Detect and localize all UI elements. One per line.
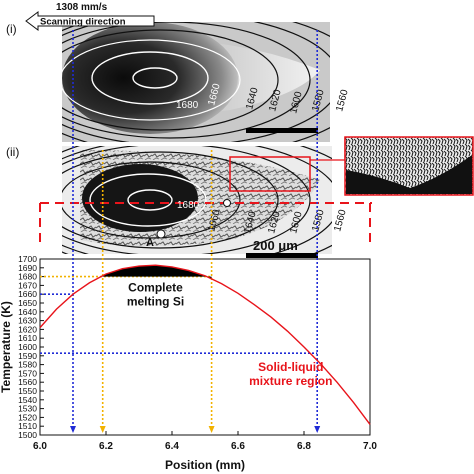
point-marker-2 <box>223 199 231 207</box>
panel-ii: A 1680 1660 1640 1620 1600 1580 1560 200… <box>6 136 474 258</box>
panel-ii-scale-bar <box>246 253 318 258</box>
y-tick-label: 1540 <box>18 395 37 405</box>
point-a-label: A <box>146 237 154 249</box>
mixture-region-label-line2: mixture region <box>249 374 332 388</box>
x-axis: 6.0 6.2 6.4 6.6 6.8 7.0 <box>33 431 377 452</box>
melt-boundary-arrow <box>99 426 106 433</box>
y-tick-label: 1630 <box>18 316 37 326</box>
y-tick-label: 1600 <box>18 342 37 352</box>
y-tick-label: 1660 <box>18 289 37 299</box>
y-tick-label: 1530 <box>18 404 37 414</box>
x-tick-label: 6.2 <box>99 441 113 452</box>
isotherm-label-1560: 1560 <box>334 88 350 113</box>
ii-isotherm-label-1680: 1680 <box>177 200 200 211</box>
y-tick-label: 1610 <box>18 333 37 343</box>
y-tick-label: 1700 <box>18 254 37 264</box>
zoom-region-box <box>229 156 311 192</box>
panel-i-isotherm-lines <box>62 22 330 142</box>
panel-ii-isotherm-lines <box>62 146 332 254</box>
y-tick-label: 1590 <box>18 351 37 361</box>
blue-boundary-arrow <box>314 426 321 433</box>
panel-i-scale-bar <box>246 128 318 133</box>
y-tick-label: 1640 <box>18 307 37 317</box>
y-tick-label: 1670 <box>18 280 37 290</box>
panel-i-label: (i) <box>6 22 17 36</box>
y-tick-label: 1500 <box>18 430 37 440</box>
y-tick-label: 1650 <box>18 298 37 308</box>
y-tick-label: 1560 <box>18 377 37 387</box>
panel-ii-scale-label: 200 μm <box>253 238 298 253</box>
series-temperature-line <box>39 264 371 425</box>
y-tick-label: 1550 <box>18 386 37 396</box>
melt-boundary-arrow <box>208 426 215 433</box>
complete-melting-label-line1: Complete <box>128 281 183 295</box>
ii-isotherm-label-1560: 1560 <box>332 208 348 233</box>
y-tick-label: 1690 <box>18 263 37 273</box>
x-tick-label: 6.4 <box>165 441 179 452</box>
x-tick-label: 6.6 <box>231 441 245 452</box>
scan-speed: 1308 mm/s <box>56 2 108 13</box>
panel-i: 1680 1660 1640 1620 1600 1580 1560 (i) 1… <box>6 2 351 142</box>
scanning-direction-arrow <box>25 11 155 31</box>
y-tick-label: 1510 <box>18 421 37 431</box>
panel-ii-label: (ii) <box>6 145 19 159</box>
isotherm-label-1680: 1680 <box>176 100 199 111</box>
y-axis: 1500151015201530154015501560157015801590… <box>18 254 44 440</box>
y-tick-label: 1620 <box>18 324 37 334</box>
complete-melting-label-line2: melting Si <box>127 295 184 309</box>
panel-ii-melt-pool <box>82 164 198 232</box>
mixture-region-label-line1: Solid-liquid <box>258 360 323 374</box>
y-tick-label: 1680 <box>18 272 37 282</box>
y-tick-label: 1580 <box>18 360 37 370</box>
chart-plot-area <box>39 258 371 436</box>
zoom-inset-solid-edge <box>346 155 472 194</box>
x-tick-label: 6.8 <box>297 441 311 452</box>
x-tick-label: 7.0 <box>363 441 377 452</box>
x-axis-label: Position (mm) <box>165 458 245 472</box>
scanning-direction-label: Scanning direction <box>40 17 126 28</box>
y-axis-label: Temperature (K) <box>0 301 13 393</box>
panel-i-melt-pool <box>62 22 238 134</box>
x-tick-label: 6.0 <box>33 441 47 452</box>
y-tick-label: 1570 <box>18 368 37 378</box>
complete-melting-region <box>102 265 212 279</box>
temperature-chart: 1500151015201530154015501560157015801590… <box>0 30 377 472</box>
blue-boundary-arrow <box>70 426 76 433</box>
y-tick-label: 1520 <box>18 412 37 422</box>
point-a-marker <box>156 229 166 239</box>
